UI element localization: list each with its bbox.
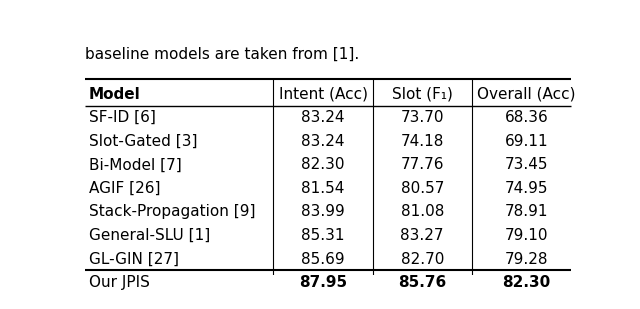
Text: 74.18: 74.18 — [401, 134, 444, 149]
Text: 83.24: 83.24 — [301, 110, 345, 125]
Text: 81.54: 81.54 — [301, 181, 345, 196]
Text: 85.31: 85.31 — [301, 228, 345, 243]
Text: 85.69: 85.69 — [301, 252, 345, 267]
Text: 69.11: 69.11 — [504, 134, 548, 149]
Text: 73.45: 73.45 — [505, 157, 548, 172]
Text: GL-GIN [27]: GL-GIN [27] — [89, 252, 179, 267]
Text: 79.28: 79.28 — [505, 252, 548, 267]
Text: Overall (Acc): Overall (Acc) — [477, 87, 575, 102]
Text: 80.57: 80.57 — [401, 181, 444, 196]
Text: 82.30: 82.30 — [502, 275, 550, 290]
Text: 83.27: 83.27 — [401, 228, 444, 243]
Text: 82.70: 82.70 — [401, 252, 444, 267]
Text: Bi-Model [7]: Bi-Model [7] — [89, 157, 182, 172]
Text: baseline models are taken from [1].: baseline models are taken from [1]. — [85, 47, 359, 61]
Text: Slot (F₁): Slot (F₁) — [392, 87, 452, 102]
Text: Model: Model — [89, 87, 141, 102]
Text: 73.70: 73.70 — [401, 110, 444, 125]
Text: Slot-Gated [3]: Slot-Gated [3] — [89, 134, 197, 149]
Text: SF-ID [6]: SF-ID [6] — [89, 110, 156, 125]
Text: Our JPIS: Our JPIS — [89, 275, 150, 290]
Text: 68.36: 68.36 — [504, 110, 548, 125]
Text: Stack-Propagation [9]: Stack-Propagation [9] — [89, 205, 255, 219]
Text: 82.30: 82.30 — [301, 157, 345, 172]
Text: 74.95: 74.95 — [505, 181, 548, 196]
Text: 85.76: 85.76 — [398, 275, 446, 290]
Text: 87.95: 87.95 — [299, 275, 347, 290]
Text: 78.91: 78.91 — [505, 205, 548, 219]
Text: 77.76: 77.76 — [401, 157, 444, 172]
Text: 83.99: 83.99 — [301, 205, 345, 219]
Text: 79.10: 79.10 — [505, 228, 548, 243]
Text: 83.24: 83.24 — [301, 134, 345, 149]
Text: 81.08: 81.08 — [401, 205, 444, 219]
Text: Intent (Acc): Intent (Acc) — [278, 87, 367, 102]
Text: General-SLU [1]: General-SLU [1] — [89, 228, 210, 243]
Text: AGIF [26]: AGIF [26] — [89, 181, 161, 196]
